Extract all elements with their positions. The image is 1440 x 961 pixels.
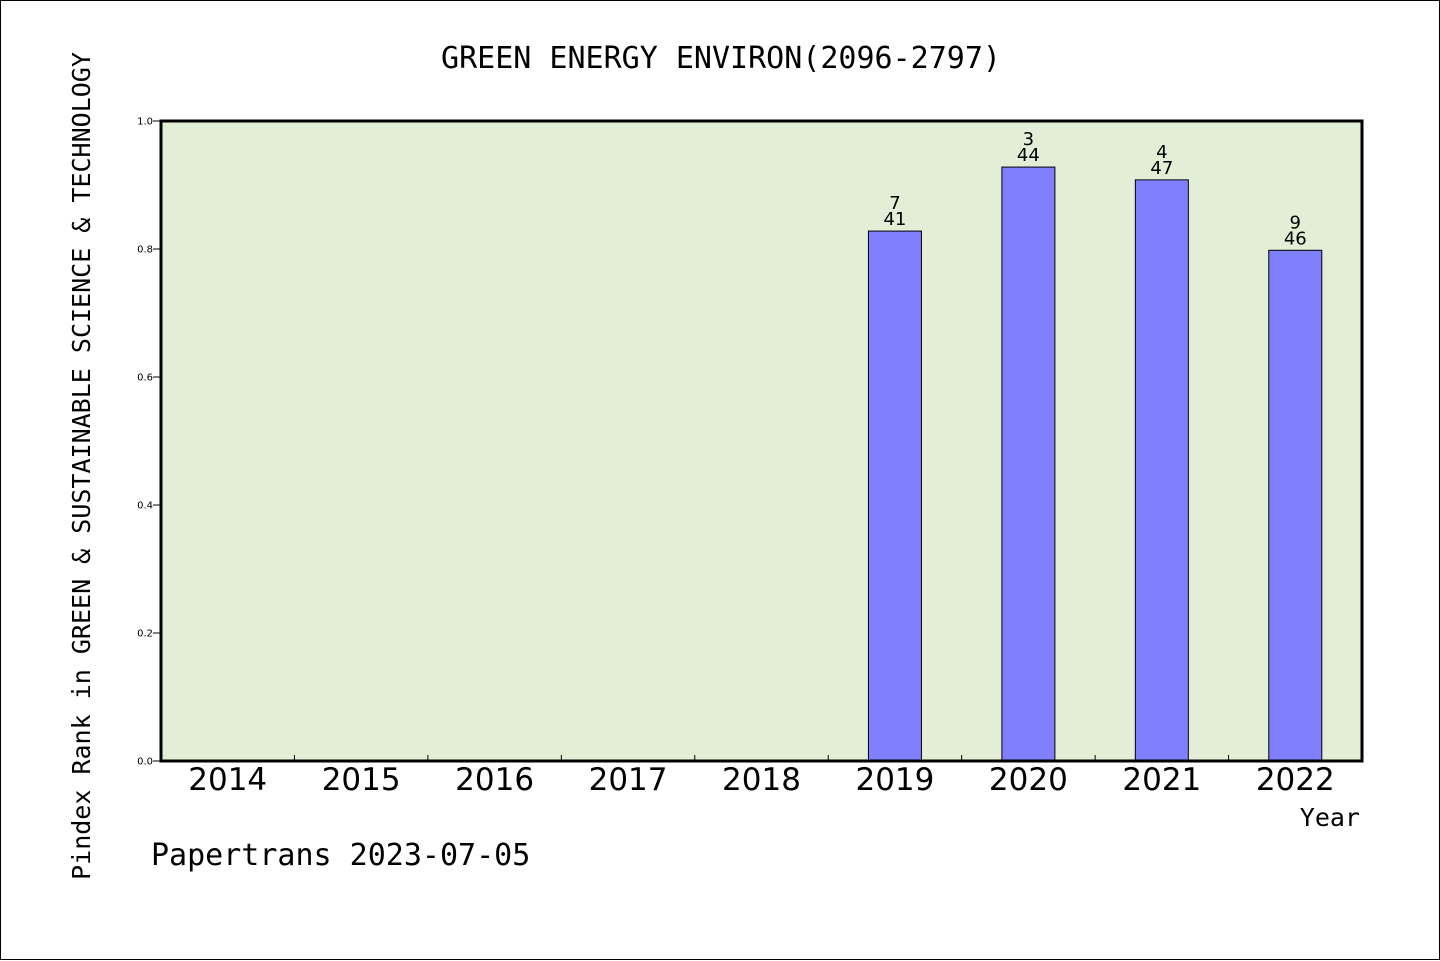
bar-2019 [867, 230, 922, 762]
bar-label-bottom-2019: 41 [883, 209, 906, 230]
y-tick-label-5: 1.0 [137, 117, 153, 128]
plot-border [159, 119, 1364, 763]
bar-label-top-2022: 9 [1290, 212, 1301, 233]
y-axis-label: Pindex Rank in GREEN & SUSTAINABLE SCIEN… [67, 52, 96, 880]
x-tick-label-2022: 2022 [1256, 762, 1335, 798]
bar-label-top-2020: 3 [1023, 129, 1034, 150]
bar-2022 [1268, 249, 1323, 762]
y-tick-label-0: 0.0 [137, 757, 153, 768]
bar-label-bottom-2021: 47 [1150, 158, 1173, 179]
x-axis-label: Year [1300, 803, 1360, 832]
x-tick-label-2017: 2017 [589, 762, 668, 798]
chart-title: GREEN ENERGY ENVIRON(2096-2797) [441, 41, 1001, 76]
footer-credit: Papertrans 2023-07-05 [151, 838, 530, 873]
bar-2020 [1001, 166, 1056, 762]
bar-label-bottom-2020: 44 [1017, 145, 1040, 166]
y-tick-label-4: 0.8 [137, 245, 153, 256]
tick-group: 0.0 0.2 0.4 0.6 0.8 1.0 2014 2015 2016 2017 2018 20… [137, 117, 1335, 799]
x-tick-label-2020: 2020 [989, 762, 1068, 798]
bar-label-top-2021: 4 [1156, 142, 1167, 163]
bar-2021 [1134, 179, 1189, 762]
y-tick-label-3: 0.6 [137, 373, 153, 384]
x-tick-label-2016: 2016 [455, 762, 534, 798]
x-tick-label-2021: 2021 [1122, 762, 1201, 798]
x-tick-label-2019: 2019 [855, 762, 934, 798]
x-tick-label-2015: 2015 [322, 762, 401, 798]
x-tick-label-2018: 2018 [722, 762, 801, 798]
y-tick-label-1: 0.2 [137, 629, 153, 640]
x-tick-label-2014: 2014 [188, 762, 267, 798]
bar-label-top-2019: 7 [889, 193, 900, 214]
y-tick-label-2: 0.4 [137, 501, 153, 512]
bar-label-bottom-2022: 46 [1284, 228, 1307, 249]
